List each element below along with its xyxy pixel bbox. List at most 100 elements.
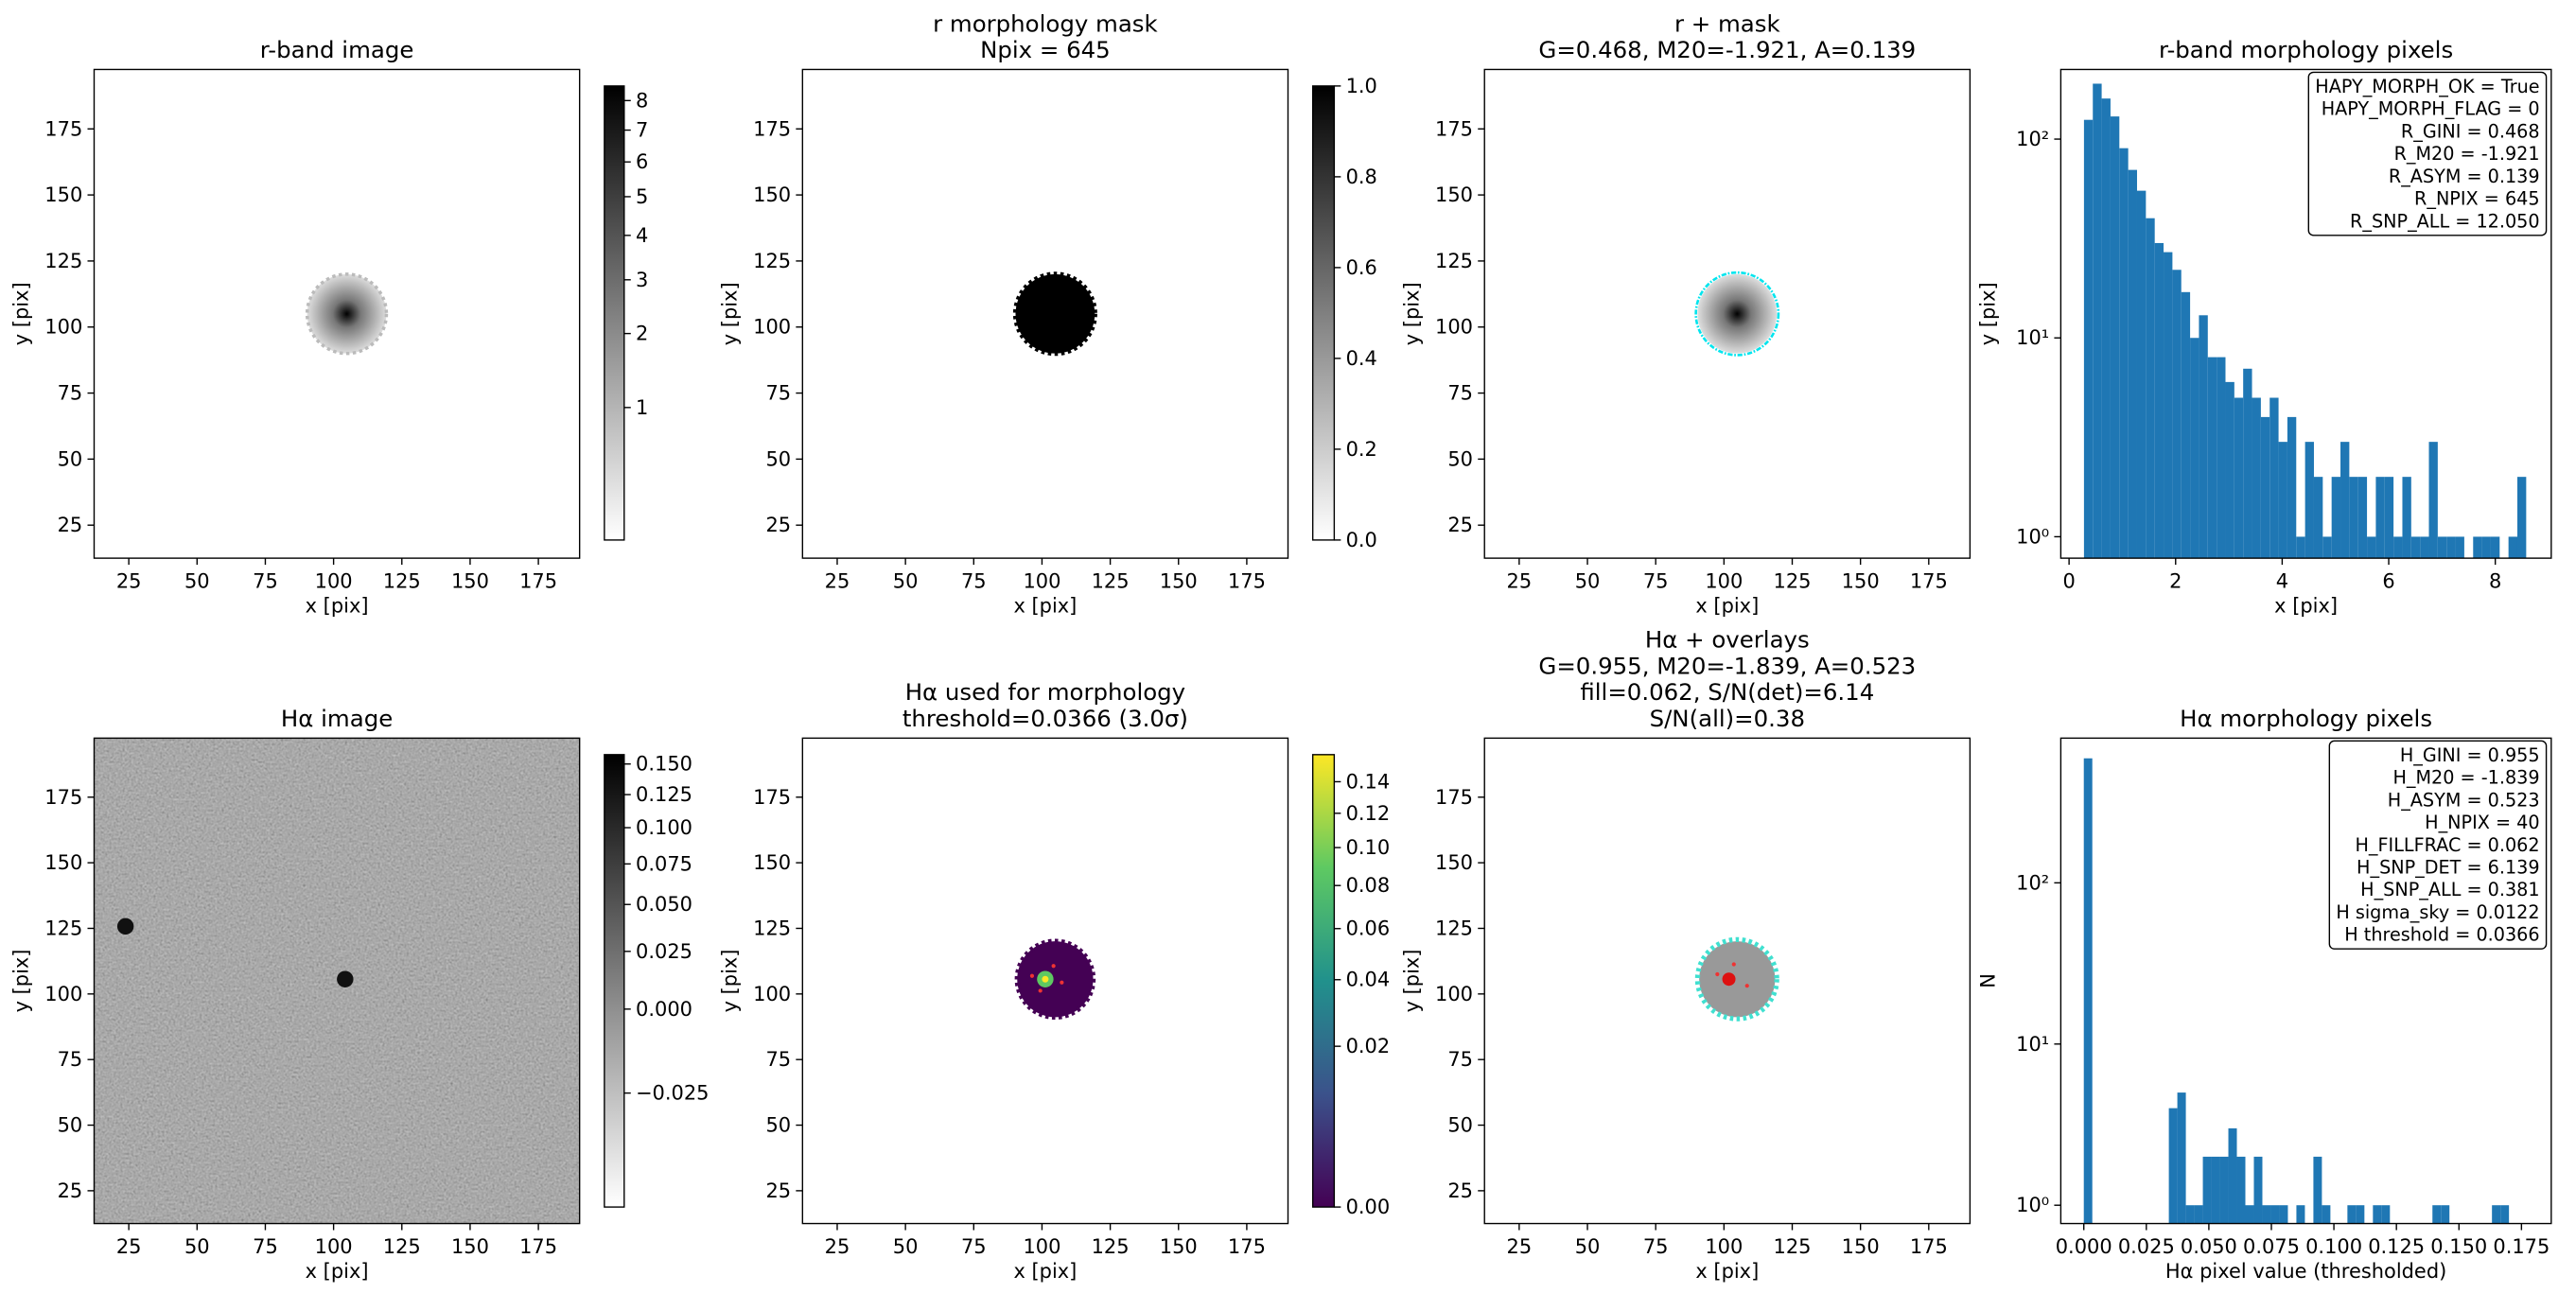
histogram-bar bbox=[2313, 1156, 2322, 1224]
y-tick-label: 150 bbox=[1435, 851, 1473, 874]
axes-frame bbox=[1483, 737, 1971, 1225]
colorbar-tick-label: 4 bbox=[636, 224, 648, 247]
x-tick-label: 75 bbox=[253, 570, 278, 593]
histogram-bar bbox=[2164, 252, 2173, 559]
x-tick-label: 150 bbox=[451, 1235, 489, 1258]
x-tick-label: 0.125 bbox=[2368, 1235, 2425, 1258]
annotation-frame bbox=[2328, 740, 2548, 950]
annotation-line: R_SNP_ALL = 12.050 bbox=[2350, 210, 2540, 232]
x-tick-label: 4 bbox=[2276, 570, 2288, 593]
histogram-bar bbox=[2269, 397, 2279, 559]
image-content bbox=[1012, 271, 1097, 357]
histogram-bar bbox=[2181, 291, 2191, 559]
x-tick-label: 75 bbox=[961, 1235, 987, 1258]
x-tick-label: 125 bbox=[1774, 1235, 1812, 1258]
colorbar-tick-label: 0.0 bbox=[1346, 529, 1377, 551]
colorbar-tick-label: 0.125 bbox=[636, 783, 692, 806]
x-axis-label: x [pix] bbox=[306, 1260, 369, 1283]
histogram-bar bbox=[2168, 1108, 2178, 1224]
x-tick-label: 150 bbox=[1160, 570, 1198, 593]
y-tick-label: 125 bbox=[1435, 917, 1473, 939]
colorbar-tick-label: 0.08 bbox=[1346, 874, 1391, 897]
panel-title: Hα + overlays bbox=[1645, 625, 1810, 653]
annotation-line: R_ASYM = 0.139 bbox=[2389, 166, 2540, 187]
x-axis-label: x [pix] bbox=[1013, 595, 1077, 618]
colorbar-tick-label: 0.04 bbox=[1346, 969, 1391, 991]
histogram-bar bbox=[2356, 1205, 2365, 1224]
histogram-bar bbox=[2393, 536, 2403, 559]
annotation-line: H_SNP_DET = 6.139 bbox=[2357, 857, 2540, 879]
panel-title: S/N(all)=0.38 bbox=[1650, 705, 1805, 732]
y-tick-label: 100 bbox=[753, 316, 791, 339]
x-axis-label: x [pix] bbox=[306, 595, 369, 618]
panel-title: G=0.955, M20=-1.839, A=0.523 bbox=[1538, 652, 1916, 679]
histogram-bar bbox=[2441, 1205, 2450, 1224]
x-tick-label: 175 bbox=[519, 570, 557, 593]
y-axis-label: y [pix] bbox=[10, 950, 33, 1013]
image-content bbox=[1014, 938, 1096, 1020]
histogram-bar bbox=[2349, 477, 2358, 559]
x-tick-label: 2 bbox=[2169, 570, 2182, 593]
y-tick-label: 125 bbox=[44, 250, 82, 272]
y-tick-label: 10¹ bbox=[2016, 1033, 2049, 1056]
histogram-bar bbox=[2322, 1205, 2331, 1224]
histogram-bar bbox=[2508, 536, 2517, 559]
histogram-bar bbox=[2236, 1156, 2246, 1224]
histogram-bar bbox=[2260, 416, 2270, 559]
histogram-bar bbox=[2101, 98, 2111, 559]
annotation-line: H_GINI = 0.955 bbox=[2400, 744, 2540, 766]
histogram-bar bbox=[2207, 357, 2217, 559]
histogram-bar bbox=[2287, 416, 2297, 559]
panel-title: r-band image bbox=[260, 36, 414, 63]
y-tick-label: 50 bbox=[58, 1114, 83, 1137]
colorbar-tick-label: 0.2 bbox=[1346, 438, 1377, 461]
colorbar bbox=[604, 754, 625, 1208]
y-axis-label: N bbox=[1977, 973, 2000, 988]
colorbar-tick-label: 0.000 bbox=[636, 998, 692, 1021]
histogram-bar bbox=[2481, 536, 2491, 559]
x-tick-label: 8 bbox=[2489, 570, 2501, 593]
y-tick-label: 100 bbox=[44, 983, 82, 1005]
annotation-line: H threshold = 0.0366 bbox=[2344, 924, 2539, 946]
y-axis-label: y [pix] bbox=[1400, 282, 1423, 345]
annotation-line: HAPY_MORPH_FLAG = 0 bbox=[2322, 98, 2540, 120]
colorbar-tick-label: 0.12 bbox=[1346, 802, 1391, 825]
histogram-bar bbox=[2492, 1205, 2501, 1224]
colorbar-tick-label: 0.02 bbox=[1346, 1035, 1391, 1057]
x-tick-label: 0.050 bbox=[2181, 1235, 2237, 1258]
y-axis-label: y [pix] bbox=[718, 282, 741, 345]
histogram-bar bbox=[2279, 1205, 2288, 1224]
panel-title: threshold=0.0366 (3.0σ) bbox=[902, 705, 1188, 732]
x-tick-label: 175 bbox=[1910, 570, 1948, 593]
annotation-line: H sigma_sky = 0.0122 bbox=[2336, 901, 2539, 923]
annotation-line: H_SNP_ALL = 0.381 bbox=[2360, 879, 2539, 900]
histogram-bar bbox=[2252, 397, 2261, 559]
x-tick-label: 125 bbox=[1774, 570, 1812, 593]
histogram-bar bbox=[2437, 536, 2447, 559]
y-tick-label: 10¹ bbox=[2016, 326, 2049, 349]
axes-frame bbox=[801, 68, 1289, 559]
y-tick-label: 100 bbox=[1435, 983, 1473, 1005]
x-tick-label: 125 bbox=[383, 570, 421, 593]
colorbar-tick-label: 0.6 bbox=[1346, 256, 1377, 279]
colorbar-tick-label: 5 bbox=[636, 185, 648, 208]
annotation-line: H_NPIX = 40 bbox=[2425, 812, 2539, 833]
annotation-line: H_ASYM = 0.523 bbox=[2388, 789, 2540, 811]
histogram-bar bbox=[2420, 536, 2429, 559]
y-tick-label: 75 bbox=[1447, 1048, 1473, 1071]
x-tick-label: 50 bbox=[893, 570, 919, 593]
axes-frame bbox=[2059, 68, 2552, 559]
x-tick-label: 25 bbox=[116, 1235, 142, 1258]
histogram-bar bbox=[2217, 357, 2226, 559]
x-tick-label: 125 bbox=[383, 1235, 421, 1258]
colorbar-tick-label: 0.050 bbox=[636, 893, 692, 916]
histogram-bar bbox=[2083, 119, 2094, 559]
y-tick-label: 50 bbox=[765, 447, 791, 470]
y-tick-label: 50 bbox=[765, 1114, 791, 1137]
colorbar bbox=[1311, 85, 1336, 541]
histogram-bar bbox=[2245, 1205, 2254, 1224]
histogram-bar bbox=[2322, 536, 2332, 559]
colorbar-tick-label: 0.8 bbox=[1346, 166, 1377, 188]
y-tick-label: 125 bbox=[1435, 250, 1473, 272]
